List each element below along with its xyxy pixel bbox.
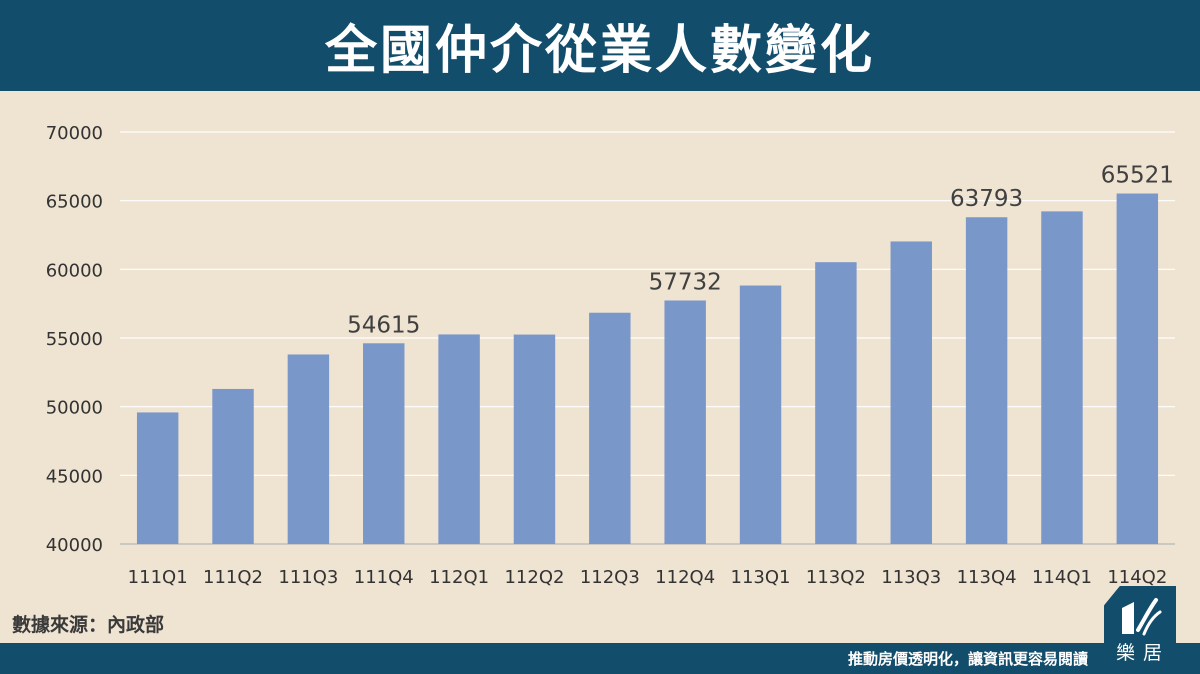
bar xyxy=(1116,193,1159,544)
bar xyxy=(1041,211,1083,544)
bar xyxy=(890,241,932,545)
data-label: 57732 xyxy=(649,269,722,295)
bars xyxy=(136,193,1159,545)
x-tick-label: 114Q2 xyxy=(1107,567,1167,588)
data-label: 54615 xyxy=(347,312,420,338)
y-tick-label: 65000 xyxy=(46,192,103,213)
bar-chart: 40000 45000 50000 55000 60000 65000 70000 111Q… xyxy=(46,123,1175,588)
y-tick-label: 50000 xyxy=(46,398,103,419)
bar xyxy=(212,388,254,544)
bar xyxy=(287,354,330,544)
x-tick-label: 113Q2 xyxy=(806,567,866,588)
x-tick-label: 111Q2 xyxy=(203,567,263,588)
bar xyxy=(739,285,782,544)
header-bar: 全國仲介從業人數變化 xyxy=(0,0,1200,91)
x-tick-label: 111Q1 xyxy=(128,567,188,588)
chart-area: 40000 45000 50000 55000 60000 65000 70000 111Q… xyxy=(0,91,1200,601)
bar xyxy=(815,262,857,544)
bar xyxy=(513,334,556,544)
bar xyxy=(363,343,405,544)
x-tick-label: 114Q1 xyxy=(1032,567,1092,588)
x-tick-label: 111Q3 xyxy=(278,567,338,588)
x-tick-label: 112Q4 xyxy=(655,567,715,588)
x-tick-label: 112Q2 xyxy=(504,567,564,588)
bar xyxy=(438,334,480,544)
bar xyxy=(136,412,179,544)
x-axis-ticks: 111Q1 111Q2 111Q3 111Q4 112Q1 112Q2 112Q3 112Q4… xyxy=(128,567,1168,588)
y-tick-label: 55000 xyxy=(46,329,103,350)
bar xyxy=(965,217,1008,544)
data-label: 65521 xyxy=(1101,163,1174,189)
y-axis-ticks: 40000 45000 50000 55000 60000 65000 70000 xyxy=(46,123,103,556)
x-tick-label: 112Q1 xyxy=(429,567,489,588)
x-tick-label: 113Q1 xyxy=(731,567,791,588)
brand-logo: 樂居 xyxy=(1104,586,1176,674)
bar xyxy=(664,300,706,544)
chart-title: 全國仲介從業人數變化 xyxy=(324,21,875,81)
data-label: 63793 xyxy=(950,186,1023,212)
footer-bar: 推動房價透明化，讓資訊更容易閱讀 xyxy=(0,643,1200,674)
y-tick-label: 60000 xyxy=(46,260,103,281)
data-source: 數據來源：內政部 xyxy=(12,614,165,636)
data-labels: 54615 57732 63793 65521 xyxy=(347,163,1174,339)
logo-text: 樂居 xyxy=(1115,642,1170,664)
x-tick-label: 113Q3 xyxy=(881,567,941,588)
y-tick-label: 45000 xyxy=(46,466,103,487)
x-tick-label: 111Q4 xyxy=(354,567,414,588)
x-tick-label: 113Q4 xyxy=(957,567,1017,588)
house-logo-icon xyxy=(1122,598,1162,636)
x-tick-label: 112Q3 xyxy=(580,567,640,588)
y-tick-label: 40000 xyxy=(46,535,103,556)
footer-slogan: 推動房價透明化，讓資訊更容易閱讀 xyxy=(847,650,1088,668)
bar xyxy=(589,312,631,544)
y-tick-label: 70000 xyxy=(46,123,103,144)
